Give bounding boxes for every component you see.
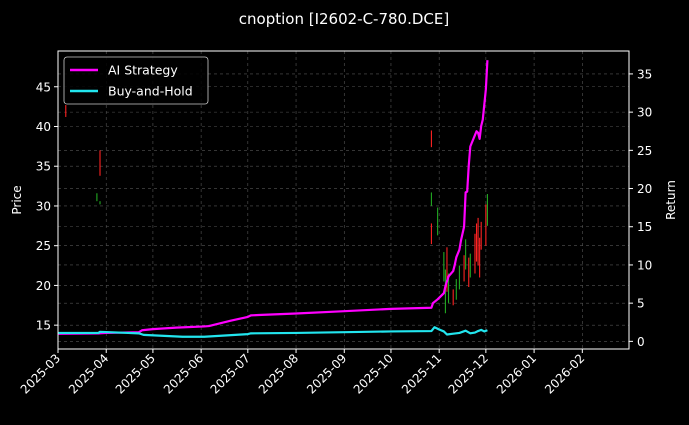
y2-tick-label: 20 [637, 182, 652, 196]
y-tick-label: 35 [36, 160, 51, 174]
y-tick-label: 20 [36, 279, 51, 293]
y2-tick-label: 15 [637, 220, 652, 234]
y2-tick-label: 35 [637, 67, 652, 81]
series-line-buy-and-hold [58, 326, 488, 338]
series-layer [57, 60, 489, 338]
plot-frame [57, 50, 630, 350]
y2-axis-label: Return [664, 180, 678, 220]
legend-label: Buy-and-Hold [108, 84, 193, 99]
y-axis-label: Price [10, 185, 24, 214]
chart-title: cnoption [I2602-C-780.DCE] [239, 10, 449, 28]
y-tick-label: 40 [36, 120, 51, 134]
candle-layer [65, 105, 488, 314]
y-tick-label: 25 [36, 239, 51, 253]
y2-tick-label: 10 [637, 258, 652, 272]
y-tick-label: 15 [36, 319, 51, 333]
legend-label: AI Strategy [108, 63, 178, 78]
legend: AI Strategy Buy-and-Hold [63, 56, 209, 105]
y-tick-label: 45 [36, 80, 51, 94]
y2-tick-label: 30 [637, 106, 652, 120]
y2-tick-label: 5 [637, 297, 645, 311]
y2-tick-label: 0 [637, 335, 645, 349]
series-line-ai-strategy [57, 60, 489, 335]
y2-tick-label: 25 [637, 144, 652, 158]
legend-box [63, 56, 209, 105]
y-tick-label: 30 [36, 199, 51, 213]
